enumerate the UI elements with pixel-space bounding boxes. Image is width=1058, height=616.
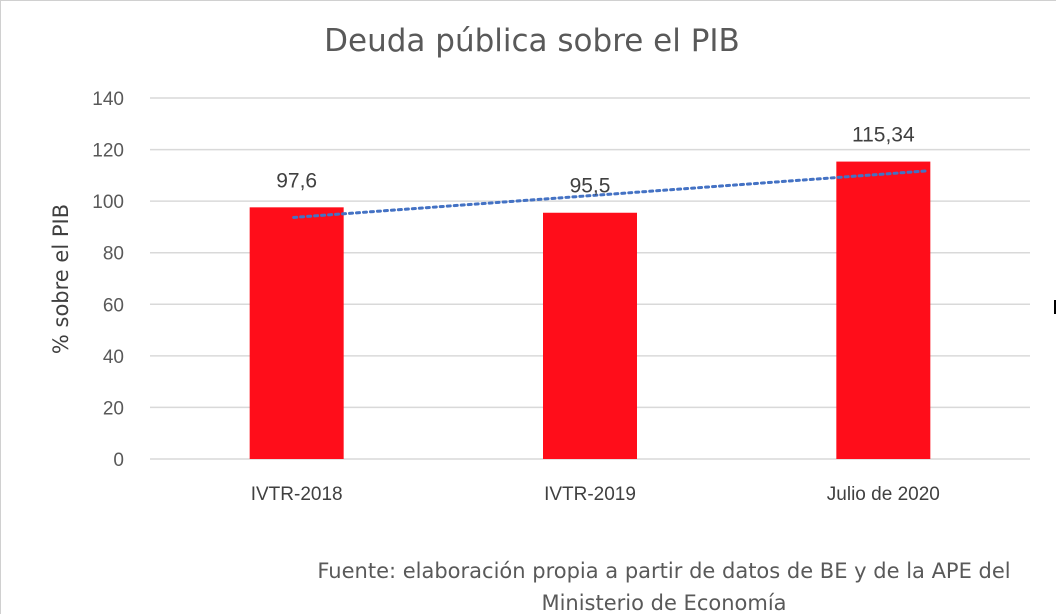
chart-title: Deuda pública sobre el PIB: [324, 23, 740, 59]
y-tick-60: 60: [103, 295, 124, 316]
cursor-mark: [1054, 300, 1056, 314]
y-tick-labels: 0 20 40 60 80 100 120 140: [92, 89, 124, 471]
y-tick-40: 40: [103, 347, 124, 368]
category-label-2: IVTR-2019: [544, 484, 636, 505]
source-note-line1: Fuente: elaboración propia a partir de d…: [317, 559, 1010, 583]
data-label-2: 95,5: [570, 175, 611, 198]
y-tick-120: 120: [92, 141, 124, 162]
source-note-line2: Ministerio de Economía: [541, 591, 786, 615]
bar-3: [836, 161, 931, 459]
bar-2: [543, 212, 637, 459]
trendline-line: [292, 169, 927, 219]
trendline: [292, 169, 927, 219]
data-label-3: 115,34: [852, 124, 915, 147]
category-label-1: IVTR-2018: [251, 484, 343, 505]
y-tick-140: 140: [92, 89, 124, 110]
y-tick-80: 80: [103, 244, 124, 265]
data-labels: 97,6 95,5 115,34: [276, 124, 915, 198]
y-axis-label: % sobre el PIB: [49, 204, 73, 354]
data-label-1: 97,6: [276, 169, 317, 192]
y-tick-100: 100: [92, 192, 124, 213]
x-tick-labels: IVTR-2018 IVTR-2019 Julio de 2020: [251, 484, 940, 505]
category-label-3: Julio de 2020: [827, 484, 940, 505]
y-tick-20: 20: [103, 398, 124, 419]
bar-1: [249, 207, 344, 459]
y-tick-0: 0: [113, 450, 124, 471]
bars: [249, 161, 931, 459]
